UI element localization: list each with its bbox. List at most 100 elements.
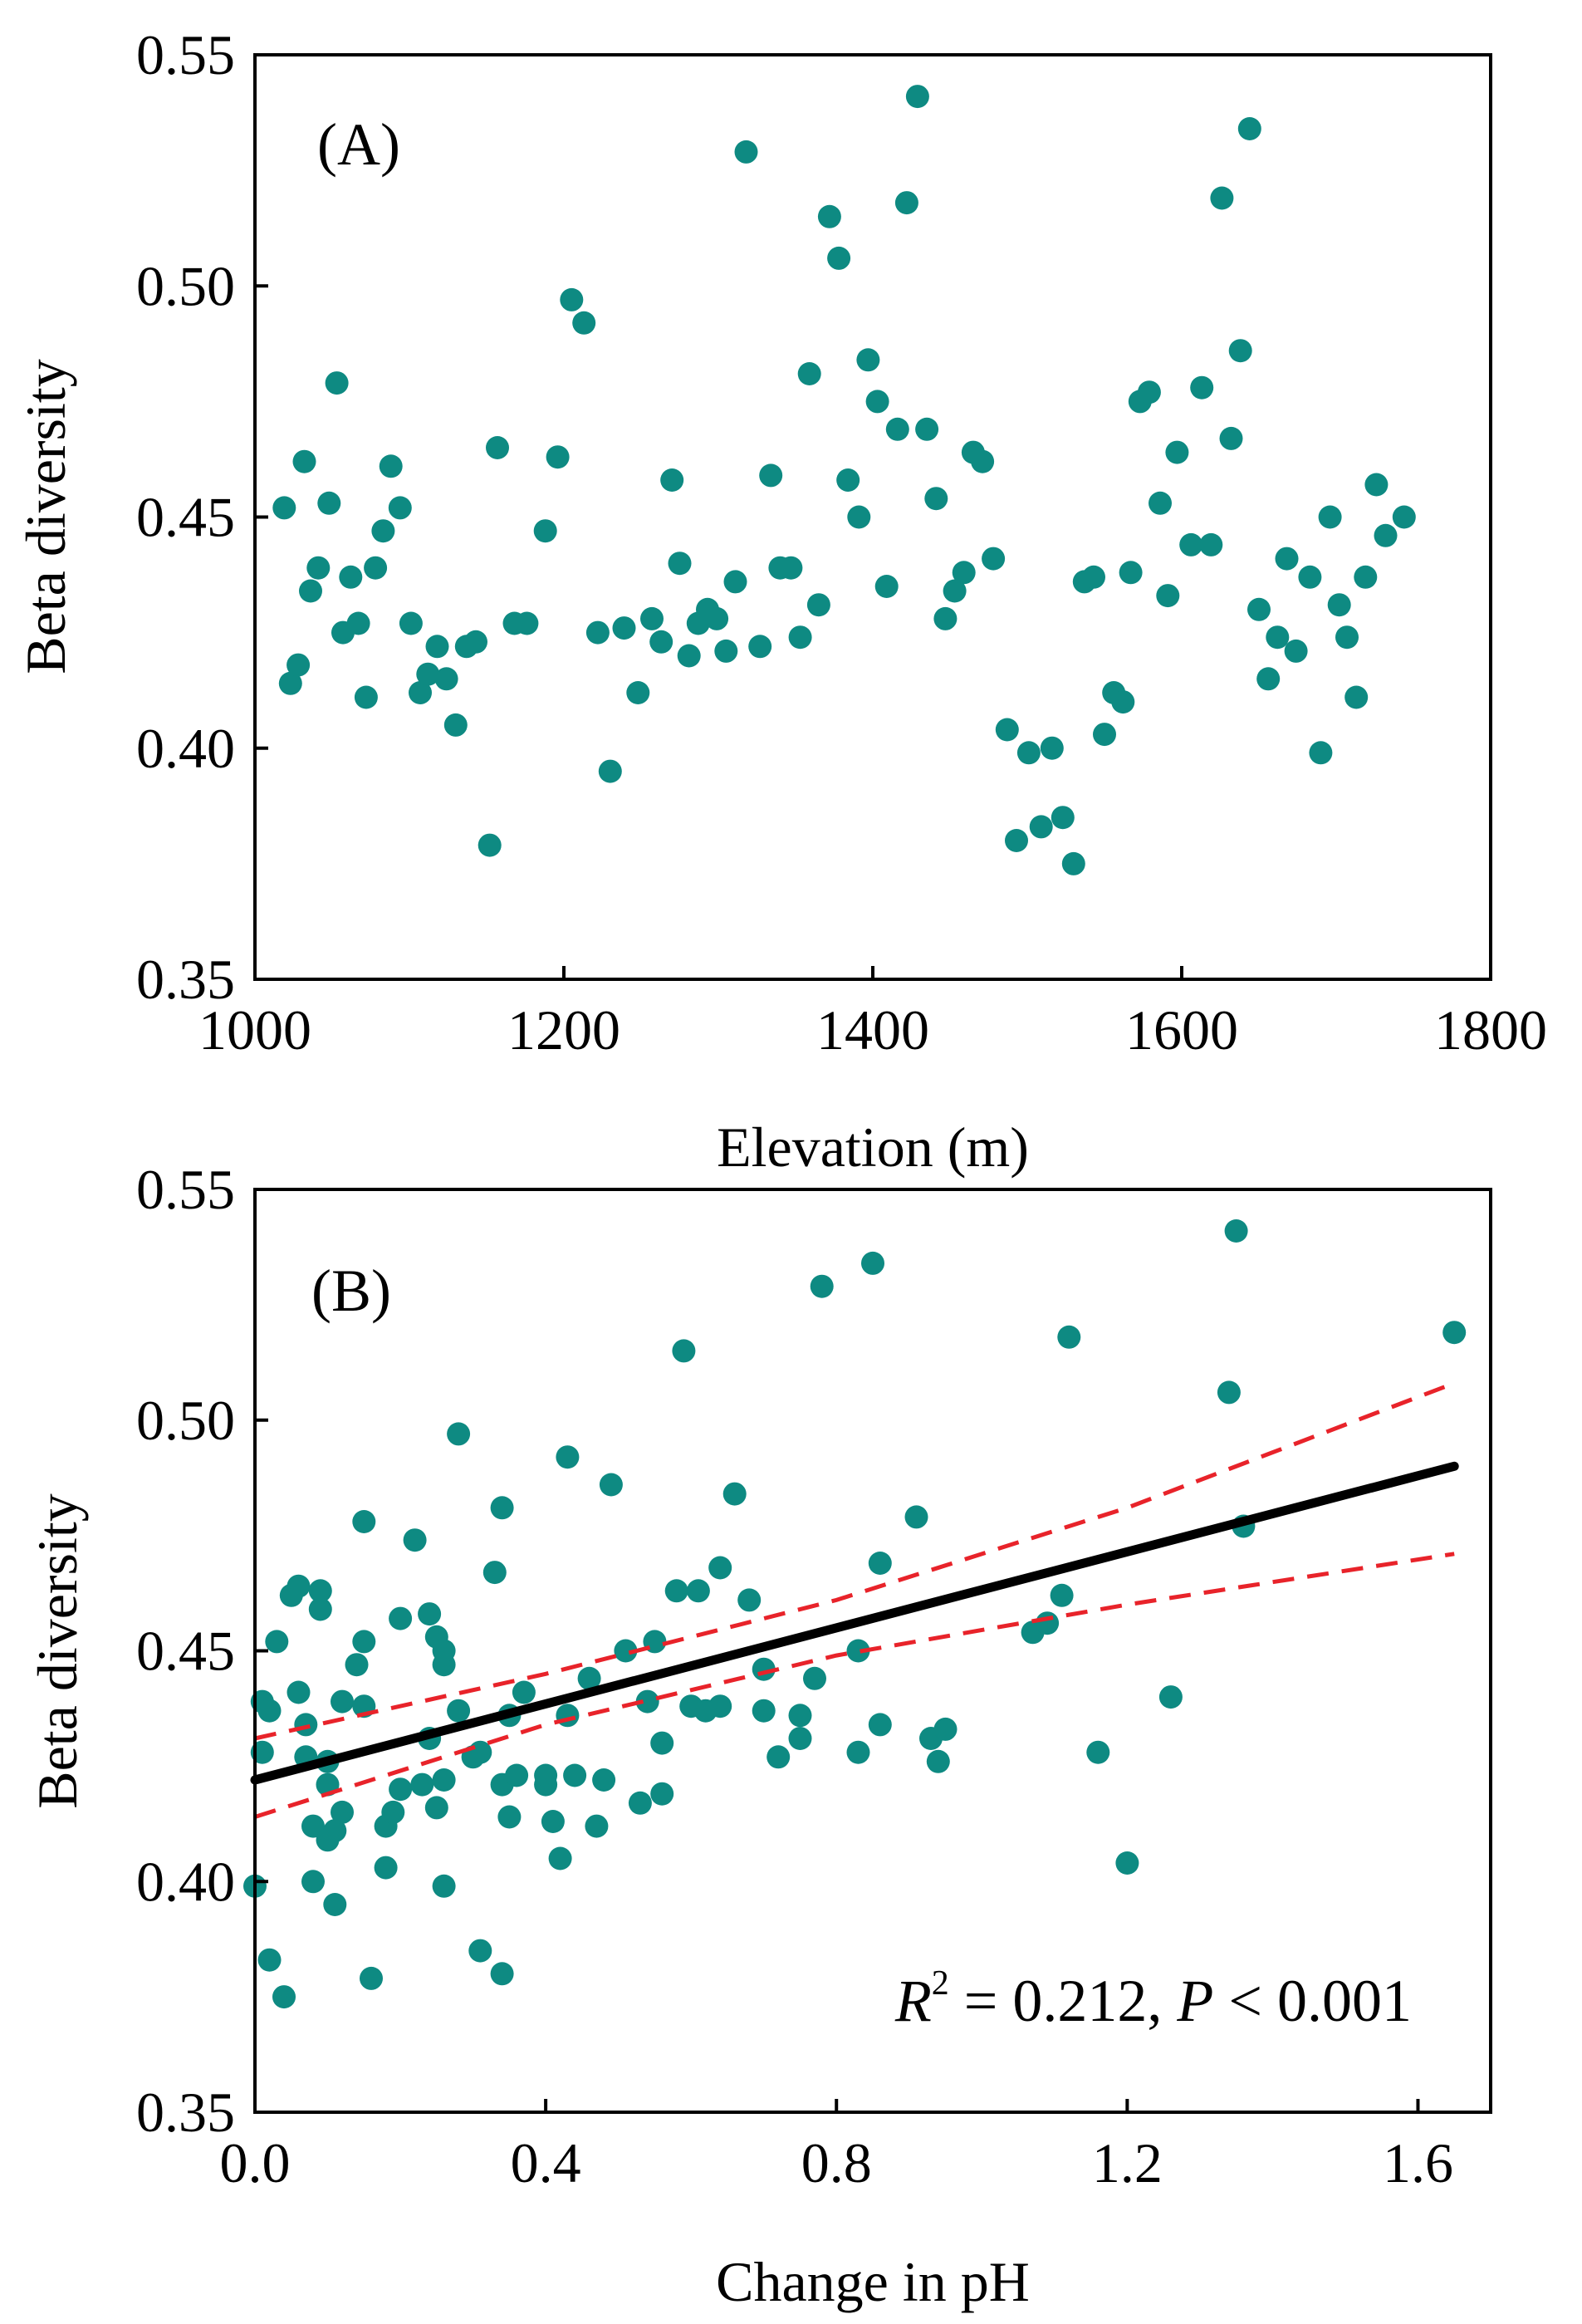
data-point-a-56: [836, 468, 860, 492]
data-point-a-28: [533, 519, 557, 543]
data-point-b-108: [1442, 1321, 1467, 1345]
data-point-a-74: [1016, 741, 1041, 765]
data-point-b-19: [323, 1893, 347, 1916]
data-point-b-61: [556, 1704, 580, 1728]
data-point-b-43: [447, 1699, 471, 1723]
data-point-a-100: [1275, 547, 1299, 571]
data-point-a-80: [1082, 565, 1105, 589]
data-point-a-96: [1237, 117, 1261, 140]
x-tick-label-b-3: 1.2: [1092, 2131, 1163, 2194]
data-point-b-52: [497, 1805, 522, 1829]
data-point-b-54: [505, 1763, 529, 1787]
ci-upper-line: [254, 1380, 1456, 1741]
data-point-b-64: [585, 1814, 609, 1838]
data-point-b-96: [926, 1749, 950, 1773]
data-point-a-34: [612, 616, 636, 640]
data-point-b-73: [664, 1579, 688, 1603]
data-point-a-65: [924, 487, 948, 511]
data-point-b-4: [257, 1948, 282, 1972]
data-point-a-5: [306, 556, 331, 580]
data-point-b-31: [389, 1777, 413, 1802]
data-point-b-74: [672, 1339, 696, 1363]
r-squared-symbol: R: [894, 1968, 932, 2034]
data-point-a-83: [1111, 690, 1135, 714]
data-point-b-24: [352, 1630, 376, 1654]
data-point-a-61: [885, 417, 909, 441]
data-point-b-106: [1224, 1219, 1248, 1243]
r-squared-exponent: 2: [932, 1964, 949, 2003]
data-point-b-93: [868, 1552, 892, 1575]
data-point-a-14: [379, 454, 403, 478]
data-point-b-66: [599, 1473, 623, 1497]
data-point-a-7: [325, 371, 349, 395]
data-point-a-11: [354, 685, 378, 709]
data-point-a-78: [1061, 851, 1085, 875]
data-point-a-111: [1392, 505, 1416, 529]
data-point-a-12: [364, 556, 388, 580]
p-symbol: P: [1176, 1968, 1213, 2034]
data-point-a-23: [464, 630, 487, 654]
data-point-b-92: [868, 1713, 892, 1737]
data-point-a-91: [1190, 375, 1214, 400]
data-point-b-78: [708, 1694, 732, 1718]
data-point-a-110: [1374, 523, 1398, 547]
data-point-b-9: [287, 1680, 311, 1704]
data-point-b-41: [432, 1639, 456, 1663]
data-point-a-77: [1051, 806, 1075, 830]
data-point-a-35: [626, 681, 650, 704]
data-point-a-16: [399, 611, 423, 635]
panel-b-label: (B): [311, 1258, 391, 1324]
data-point-a-94: [1219, 426, 1243, 450]
data-point-a-101: [1284, 639, 1308, 663]
data-point-a-47: [748, 635, 772, 659]
data-point-a-59: [865, 390, 889, 414]
ci-lower-line: [254, 1552, 1455, 1819]
data-point-a-30: [560, 287, 584, 311]
x-tick-label-a-0: 1000: [198, 998, 311, 1061]
panel-b-points: [243, 1219, 1467, 2009]
data-point-a-18: [416, 662, 440, 686]
data-point-b-71: [650, 1782, 674, 1806]
data-point-a-75: [1029, 815, 1053, 839]
data-point-b-28: [374, 1856, 398, 1880]
data-point-a-38: [660, 468, 684, 492]
data-point-b-81: [737, 1588, 762, 1612]
data-point-b-65: [592, 1768, 616, 1792]
data-point-b-58: [541, 1810, 565, 1833]
data-point-a-99: [1266, 625, 1290, 650]
data-point-a-70: [971, 449, 995, 473]
data-point-a-31: [572, 311, 596, 335]
panel-b-stat-annotation: R2 = 0.212, P < 0.001: [894, 1964, 1412, 2034]
y-tick-label-b-2: 0.45: [136, 1620, 235, 1683]
data-point-b-57: [534, 1763, 558, 1787]
data-point-a-105: [1327, 593, 1351, 617]
data-point-a-95: [1228, 339, 1252, 363]
data-point-a-108: [1354, 565, 1378, 589]
panel-b-y-axis-title: Beta diversity: [26, 1493, 89, 1809]
data-point-a-106: [1335, 625, 1359, 650]
data-point-a-66: [933, 606, 958, 630]
data-point-a-107: [1344, 685, 1369, 709]
data-point-a-90: [1179, 532, 1203, 556]
data-point-a-60: [874, 575, 899, 598]
data-point-a-63: [905, 85, 929, 109]
data-point-a-15: [388, 496, 412, 520]
data-point-a-36: [640, 606, 664, 630]
data-point-a-33: [598, 759, 622, 783]
x-tick-label-b-0: 0.0: [220, 2131, 291, 2194]
data-point-a-93: [1210, 186, 1234, 210]
data-point-a-98: [1256, 667, 1281, 691]
y-tick-label-a-3: 0.50: [136, 254, 235, 317]
x-tick-label-b-4: 1.6: [1383, 2131, 1453, 2194]
data-point-b-50: [490, 1962, 514, 1986]
x-tick-label-b-1: 0.4: [511, 2131, 581, 2194]
data-point-a-102: [1298, 565, 1322, 589]
data-point-a-45: [723, 570, 747, 594]
data-point-b-39: [432, 1874, 456, 1898]
data-point-a-55: [827, 246, 851, 270]
panel-a: 1000 1200 1400 1600 1800 0.35 0.40 0.45 0.50 0.55…: [14, 23, 1547, 1179]
data-point-a-81: [1093, 723, 1116, 747]
panel-a-y-axis-title: Beta diversity: [14, 359, 77, 674]
x-tick-label-b-2: 0.8: [801, 2131, 872, 2194]
